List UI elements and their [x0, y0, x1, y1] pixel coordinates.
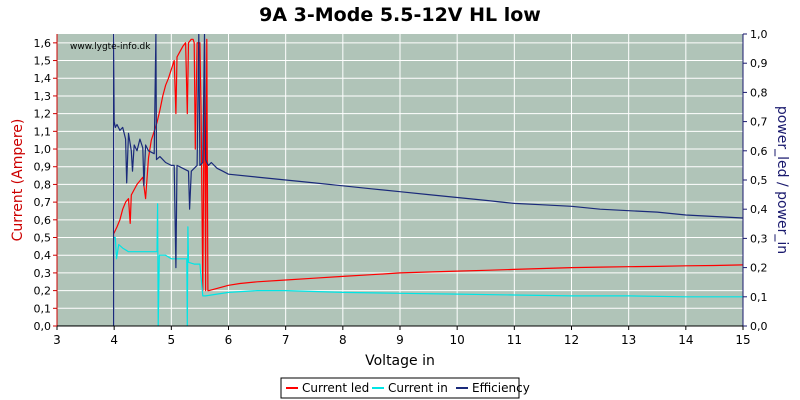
y-right-tick-label: 0,5 — [750, 174, 768, 187]
legend-label: Current led — [302, 381, 369, 395]
x-tick-label: 13 — [621, 333, 636, 347]
x-tick-label: 12 — [564, 333, 579, 347]
series-line-efficiency — [113, 34, 743, 326]
y-right-tick-label: 0,3 — [750, 232, 768, 245]
y-left-tick-label: 0,1 — [34, 302, 52, 315]
axes: 3 4 5 6 7 8 9 10 11 12 13 14 150,00,10,20,30,40,50,6… — [34, 28, 768, 347]
legend-label: Current in — [388, 381, 448, 395]
chart-title: 9A 3-Mode 5.5-12V HL low — [259, 4, 541, 26]
y-right-tick-label: 0,6 — [750, 145, 768, 158]
y-right-tick-label: 0,2 — [750, 262, 768, 275]
x-tick-label: 9 — [396, 333, 404, 347]
series-line-current-led — [57, 38, 743, 326]
y-right-tick-label: 0,1 — [750, 291, 768, 304]
x-axis-label: Voltage in — [365, 353, 435, 369]
y-right-tick-label: 0,7 — [750, 116, 768, 129]
y-left-tick-label: 0,3 — [34, 267, 52, 280]
watermark-text: www.lygte-info.dk — [70, 42, 151, 52]
y-right-tick-label: 0,4 — [750, 203, 768, 216]
grid-lines — [56, 34, 744, 327]
legend: Current led Current in Efficiency — [280, 377, 530, 399]
legend-box — [280, 377, 520, 399]
y-left-tick-label: 1,3 — [34, 90, 52, 103]
y-left-tick-label: 1,0 — [34, 143, 52, 156]
y-left-tick-label: 0,7 — [34, 196, 52, 209]
series-line-current-in — [57, 203, 743, 326]
y-left-tick-label: 1,6 — [34, 37, 52, 50]
y-left-tick-label: 0,6 — [34, 214, 52, 227]
x-tick-label: 10 — [450, 333, 465, 347]
x-tick-label: 5 — [168, 333, 176, 347]
y-left-tick-label: 0,2 — [34, 285, 52, 298]
y-right-tick-label: 1,0 — [750, 28, 768, 41]
y-right-tick-label: 0,0 — [750, 320, 768, 333]
x-tick-label: 3 — [53, 333, 61, 347]
y-left-tick-label: 1,2 — [34, 108, 52, 121]
y-left-tick-label: 1,4 — [34, 72, 52, 85]
y-left-tick-label: 0,0 — [34, 320, 52, 333]
y-left-tick-label: 0,4 — [34, 249, 52, 262]
y-axis-left-label: Current (Ampere) — [10, 119, 26, 242]
y-axis-right-label: power_led / power_in — [774, 106, 790, 254]
legend-label: Efficiency — [472, 381, 530, 395]
x-tick-label: 14 — [678, 333, 693, 347]
series-lines — [57, 34, 743, 326]
x-tick-label: 11 — [507, 333, 522, 347]
x-tick-label: 7 — [282, 333, 290, 347]
y-left-tick-label: 1,5 — [34, 55, 52, 68]
y-right-tick-label: 0,9 — [750, 57, 768, 70]
y-left-tick-label: 0,5 — [34, 232, 52, 245]
y-left-tick-label: 0,9 — [34, 161, 52, 174]
y-left-tick-label: 0,8 — [34, 178, 52, 191]
y-left-tick-label: 1,1 — [34, 125, 52, 138]
x-tick-label: 4 — [110, 333, 118, 347]
x-tick-label: 8 — [339, 333, 347, 347]
x-tick-label: 6 — [225, 333, 233, 347]
y-right-tick-label: 0,8 — [750, 86, 768, 99]
x-tick-label: 15 — [735, 333, 750, 347]
